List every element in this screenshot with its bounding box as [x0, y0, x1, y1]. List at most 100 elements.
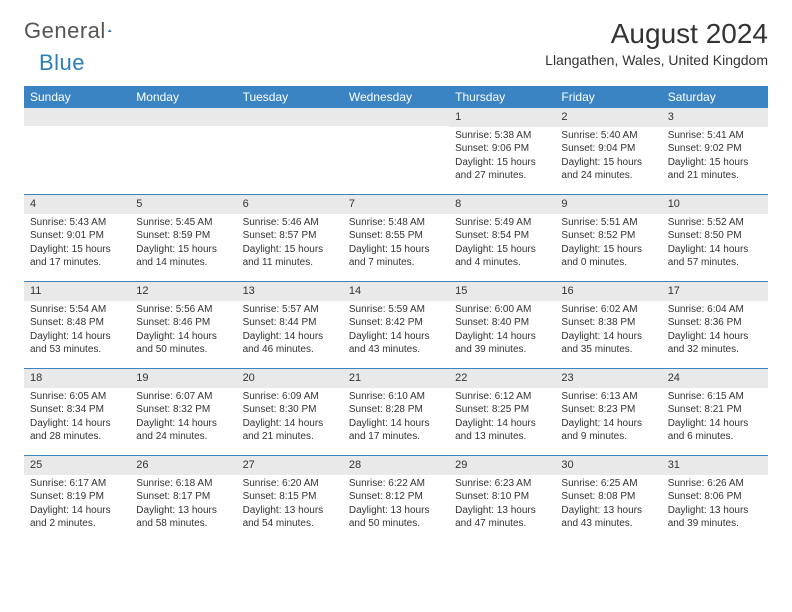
- sunset: Sunset: 8:12 PM: [349, 490, 443, 504]
- day-cell: [24, 108, 130, 194]
- day-header-sat: Saturday: [662, 86, 768, 108]
- day-body: Sunrise: 5:43 AMSunset: 9:01 PMDaylight:…: [24, 214, 130, 274]
- day-cell: 3Sunrise: 5:41 AMSunset: 9:02 PMDaylight…: [662, 108, 768, 194]
- day-body: Sunrise: 6:10 AMSunset: 8:28 PMDaylight:…: [343, 388, 449, 448]
- sunrise: Sunrise: 6:00 AM: [455, 303, 549, 317]
- daylight: Daylight: 14 hours and 46 minutes.: [243, 330, 337, 357]
- day-body: Sunrise: 6:13 AMSunset: 8:23 PMDaylight:…: [555, 388, 661, 448]
- day-header-mon: Monday: [130, 86, 236, 108]
- day-number: 2: [555, 108, 661, 127]
- sunset: Sunset: 8:28 PM: [349, 403, 443, 417]
- daylight: Daylight: 14 hours and 13 minutes.: [455, 417, 549, 444]
- day-body: Sunrise: 5:49 AMSunset: 8:54 PMDaylight:…: [449, 214, 555, 274]
- sunset: Sunset: 8:08 PM: [561, 490, 655, 504]
- sunrise: Sunrise: 6:25 AM: [561, 477, 655, 491]
- sunset: Sunset: 8:59 PM: [136, 229, 230, 243]
- day-body: Sunrise: 6:05 AMSunset: 8:34 PMDaylight:…: [24, 388, 130, 448]
- sunrise: Sunrise: 6:13 AM: [561, 390, 655, 404]
- day-cell: 30Sunrise: 6:25 AMSunset: 8:08 PMDayligh…: [555, 456, 661, 542]
- daylight: Daylight: 15 hours and 21 minutes.: [668, 156, 762, 183]
- sunset: Sunset: 8:06 PM: [668, 490, 762, 504]
- sunset: Sunset: 9:06 PM: [455, 142, 549, 156]
- day-cell: 27Sunrise: 6:20 AMSunset: 8:15 PMDayligh…: [237, 456, 343, 542]
- day-number: [237, 108, 343, 126]
- day-cell: 4Sunrise: 5:43 AMSunset: 9:01 PMDaylight…: [24, 195, 130, 281]
- daylight: Daylight: 14 hours and 21 minutes.: [243, 417, 337, 444]
- day-header-thu: Thursday: [449, 86, 555, 108]
- day-body: Sunrise: 6:02 AMSunset: 8:38 PMDaylight:…: [555, 301, 661, 361]
- day-number: 23: [555, 369, 661, 388]
- title-block: August 2024 Llangathen, Wales, United Ki…: [545, 18, 768, 68]
- daylight: Daylight: 13 hours and 58 minutes.: [136, 504, 230, 531]
- day-cell: 7Sunrise: 5:48 AMSunset: 8:55 PMDaylight…: [343, 195, 449, 281]
- day-cell: 16Sunrise: 6:02 AMSunset: 8:38 PMDayligh…: [555, 282, 661, 368]
- day-body: Sunrise: 5:51 AMSunset: 8:52 PMDaylight:…: [555, 214, 661, 274]
- sunrise: Sunrise: 6:20 AM: [243, 477, 337, 491]
- sunset: Sunset: 8:38 PM: [561, 316, 655, 330]
- sunrise: Sunrise: 6:18 AM: [136, 477, 230, 491]
- sunrise: Sunrise: 6:09 AM: [243, 390, 337, 404]
- sunrise: Sunrise: 6:23 AM: [455, 477, 549, 491]
- day-number: 30: [555, 456, 661, 475]
- sunrise: Sunrise: 5:57 AM: [243, 303, 337, 317]
- sunrise: Sunrise: 5:52 AM: [668, 216, 762, 230]
- sunset: Sunset: 8:25 PM: [455, 403, 549, 417]
- day-cell: 9Sunrise: 5:51 AMSunset: 8:52 PMDaylight…: [555, 195, 661, 281]
- day-body: Sunrise: 5:46 AMSunset: 8:57 PMDaylight:…: [237, 214, 343, 274]
- day-number: 19: [130, 369, 236, 388]
- sunset: Sunset: 8:36 PM: [668, 316, 762, 330]
- day-number: 28: [343, 456, 449, 475]
- daylight: Daylight: 15 hours and 14 minutes.: [136, 243, 230, 270]
- week-row: 1Sunrise: 5:38 AMSunset: 9:06 PMDaylight…: [24, 108, 768, 194]
- day-number: 25: [24, 456, 130, 475]
- day-number: 26: [130, 456, 236, 475]
- day-body: Sunrise: 6:26 AMSunset: 8:06 PMDaylight:…: [662, 475, 768, 535]
- sunrise: Sunrise: 6:10 AM: [349, 390, 443, 404]
- day-cell: 24Sunrise: 6:15 AMSunset: 8:21 PMDayligh…: [662, 369, 768, 455]
- day-cell: [237, 108, 343, 194]
- sunset: Sunset: 8:15 PM: [243, 490, 337, 504]
- daylight: Daylight: 15 hours and 27 minutes.: [455, 156, 549, 183]
- sunrise: Sunrise: 5:45 AM: [136, 216, 230, 230]
- day-number: 16: [555, 282, 661, 301]
- daylight: Daylight: 15 hours and 0 minutes.: [561, 243, 655, 270]
- day-body: [237, 126, 343, 186]
- day-number: 4: [24, 195, 130, 214]
- week-row: 11Sunrise: 5:54 AMSunset: 8:48 PMDayligh…: [24, 281, 768, 368]
- day-cell: 29Sunrise: 6:23 AMSunset: 8:10 PMDayligh…: [449, 456, 555, 542]
- sunrise: Sunrise: 6:12 AM: [455, 390, 549, 404]
- weeks-container: 1Sunrise: 5:38 AMSunset: 9:06 PMDaylight…: [24, 108, 768, 542]
- sunrise: Sunrise: 6:02 AM: [561, 303, 655, 317]
- sunrise: Sunrise: 5:56 AM: [136, 303, 230, 317]
- day-number: 13: [237, 282, 343, 301]
- day-cell: 15Sunrise: 6:00 AMSunset: 8:40 PMDayligh…: [449, 282, 555, 368]
- sunset: Sunset: 8:55 PM: [349, 229, 443, 243]
- day-number: 24: [662, 369, 768, 388]
- day-number: 27: [237, 456, 343, 475]
- sunrise: Sunrise: 5:38 AM: [455, 129, 549, 143]
- day-body: Sunrise: 5:57 AMSunset: 8:44 PMDaylight:…: [237, 301, 343, 361]
- day-body: Sunrise: 6:20 AMSunset: 8:15 PMDaylight:…: [237, 475, 343, 535]
- sunset: Sunset: 8:19 PM: [30, 490, 124, 504]
- day-number: 22: [449, 369, 555, 388]
- day-body: Sunrise: 5:59 AMSunset: 8:42 PMDaylight:…: [343, 301, 449, 361]
- daylight: Daylight: 14 hours and 35 minutes.: [561, 330, 655, 357]
- day-number: 9: [555, 195, 661, 214]
- daylight: Daylight: 15 hours and 17 minutes.: [30, 243, 124, 270]
- day-cell: 19Sunrise: 6:07 AMSunset: 8:32 PMDayligh…: [130, 369, 236, 455]
- daylight: Daylight: 13 hours and 39 minutes.: [668, 504, 762, 531]
- day-cell: 6Sunrise: 5:46 AMSunset: 8:57 PMDaylight…: [237, 195, 343, 281]
- sunset: Sunset: 9:02 PM: [668, 142, 762, 156]
- day-number: 15: [449, 282, 555, 301]
- sunrise: Sunrise: 6:17 AM: [30, 477, 124, 491]
- daylight: Daylight: 14 hours and 43 minutes.: [349, 330, 443, 357]
- day-number: 6: [237, 195, 343, 214]
- sunrise: Sunrise: 5:43 AM: [30, 216, 124, 230]
- sunset: Sunset: 8:30 PM: [243, 403, 337, 417]
- day-cell: 14Sunrise: 5:59 AMSunset: 8:42 PMDayligh…: [343, 282, 449, 368]
- daylight: Daylight: 14 hours and 32 minutes.: [668, 330, 762, 357]
- sunset: Sunset: 8:32 PM: [136, 403, 230, 417]
- day-cell: 20Sunrise: 6:09 AMSunset: 8:30 PMDayligh…: [237, 369, 343, 455]
- day-number: 7: [343, 195, 449, 214]
- sunrise: Sunrise: 6:07 AM: [136, 390, 230, 404]
